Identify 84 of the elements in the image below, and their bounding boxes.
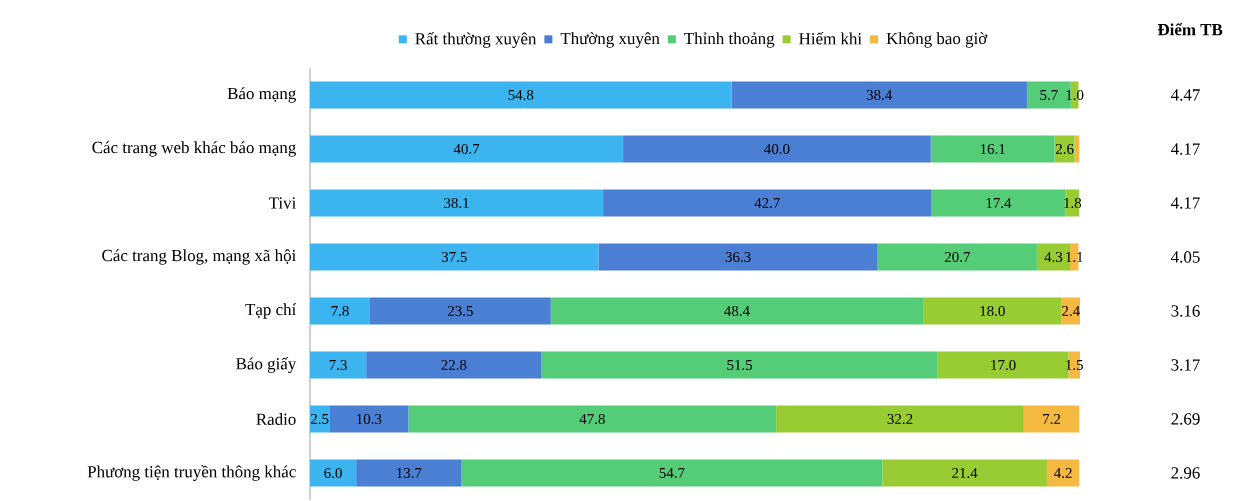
bar [310,405,330,433]
y-tick-label: Báo mạng [227,87,296,103]
data-label: 5.7 [1040,90,1058,100]
bar [370,297,551,325]
bar [310,81,732,109]
legend-label: Thỉnh thoảng [684,32,775,48]
bar [931,189,1066,217]
y-tick-label: Các trang Blog, mạng xã hội [102,249,296,265]
data-label: 38.1 [444,197,469,209]
data-label: 36.3 [725,251,751,263]
text: 4.05 [1171,251,1200,263]
bar [541,351,938,379]
text: 4.17 [1171,143,1200,155]
data-label: 32.2 [887,413,913,425]
text: Điểm TB [1157,22,1223,36]
bar [930,135,1055,163]
y-tick-label: Phương tiện truyền thông khác [87,465,296,481]
bar [877,243,1037,271]
bar [623,135,931,163]
legend-label: Rất thường xuyên [415,32,537,48]
bar [1046,459,1080,487]
data-label: 37.5 [441,251,467,263]
bar [310,459,357,487]
data-label: 48.4 [724,305,750,317]
data-label: 6.0 [324,467,342,479]
data-label: 17.0 [991,359,1016,371]
data-label: 21.4 [952,467,978,479]
data-label: 54.7 [659,467,685,479]
data-label: 23.5 [447,305,473,317]
bar [598,243,878,271]
data-label: 20.7 [944,251,970,263]
data-label: 51.5 [727,359,753,371]
data-label: 47.8 [579,413,605,425]
y-tick-label: Tivi [268,197,296,209]
text: 4.47 [1171,89,1200,101]
legend-label: Thường xuyên [560,32,660,48]
data-label: 2.6 [1055,143,1074,155]
text: 2.69 [1171,413,1200,425]
text: 3.17 [1171,359,1200,371]
bar [731,81,1027,109]
y-tick-label: Các trang web khác báo mạng [92,141,296,157]
bar [461,459,883,487]
y-tick-label: Tạp chí [245,303,297,319]
data-label: 42.7 [754,197,780,209]
data-label: 13.7 [397,467,422,479]
bar [310,135,624,163]
bar [776,405,1024,433]
data-label: 40.7 [453,143,480,155]
bar [408,405,777,433]
text: 2.96 [1171,467,1200,479]
bar [366,351,542,379]
bar [329,405,409,433]
data-label: 4.3 [1044,251,1063,263]
bar [1023,405,1080,433]
data-label: 4.2 [1054,467,1072,479]
y-tick-label: Báo giấy [236,357,297,373]
bar [310,351,367,379]
text: 4.17 [1171,197,1200,209]
data-label: 17.4 [986,197,1012,209]
data-label: 18.0 [980,305,1005,317]
data-label: 2.4 [1062,305,1080,317]
bar [356,459,462,487]
data-label: 16.1 [980,143,1005,155]
data-label: 40.0 [764,143,790,155]
text: 3.16 [1171,305,1200,317]
bar [310,189,604,217]
data-label: 38.4 [866,89,893,101]
data-label: 10.3 [357,413,382,425]
legend-label: Không bao giờ [886,32,988,48]
bar [310,243,599,271]
data-label: 7.3 [329,359,347,371]
y-tick-label: Radio [256,413,296,425]
data-label: 22.8 [441,359,467,371]
bar [1054,135,1075,163]
data-label: 2.5 [310,413,329,425]
bar [550,297,924,325]
data-label: 7.2 [1043,413,1061,425]
bar [603,189,932,217]
bar [310,297,370,325]
bar [923,297,1062,325]
bar [882,459,1047,487]
data-label: 7.8 [331,305,349,317]
legend-label: Hiếm khi [799,32,862,45]
data-label: 54.8 [508,89,534,101]
